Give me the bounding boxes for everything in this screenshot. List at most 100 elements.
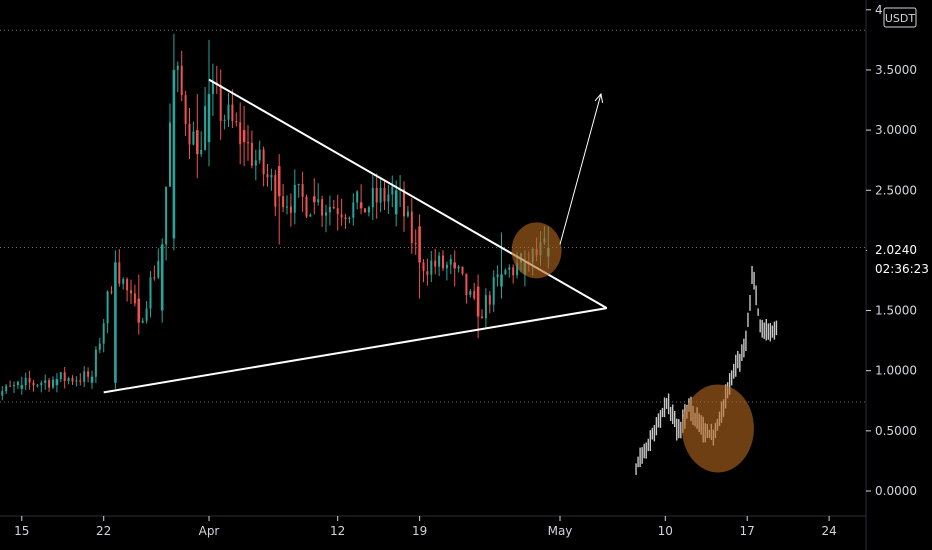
candle-body [55,379,59,386]
candle-body [496,274,499,278]
candle-body [317,199,320,203]
candle-body [169,122,171,187]
candle-body [406,211,409,217]
candle-body [352,202,355,218]
unit-badge[interactable]: USDT [883,7,917,28]
candle-body [328,206,331,213]
target-arrow-shaft [559,93,602,245]
target-arrow-head [594,92,604,103]
candle-body [102,323,105,344]
candle-body [469,291,472,296]
annotations [103,78,754,473]
candle-body [94,349,97,377]
candle-body [141,320,144,323]
candle-body [160,244,164,311]
last-price: 2.0240 [875,243,917,257]
candle-body [266,174,269,178]
candle-body [445,264,448,269]
candle-body [98,343,101,350]
candle-body [344,217,347,219]
x-tick-label: 10 [658,524,673,538]
candle-body [48,380,51,388]
candle-body [461,266,464,274]
x-axis[interactable]: 15 22 Apr 12 19 May 10 17 24 [14,516,837,538]
candle-body [512,267,515,276]
candle-body [200,149,203,155]
candle-body [196,130,199,155]
x-tick-label: 17 [740,524,755,538]
y-tick-label: 1.5000 [875,304,917,318]
candle-body [414,243,417,245]
candle-body [426,271,429,275]
candle-body [153,277,156,279]
candles [1,33,550,401]
candle-body [430,260,433,275]
candle-body [20,385,24,389]
candle-body [137,298,141,323]
candle-body [130,290,132,294]
candle-body [71,378,74,382]
candle-body [180,65,183,96]
candle-body [79,380,82,382]
candle-body [492,277,495,305]
candle-body [75,380,78,382]
candle-body [262,149,265,175]
candle-body [40,382,43,386]
candle-body [449,259,452,265]
candle-body [348,217,351,219]
y-axis[interactable]: 0.00000.50001.00001.50002.00002.50003.00… [866,3,917,498]
candle-body [165,186,168,245]
candle-body [145,308,148,321]
x-tick-label: 22 [96,524,111,538]
candle-body [442,255,444,269]
candle-body [16,381,19,386]
candle-body [473,291,476,299]
candle-body [488,295,491,305]
candle-body [293,184,296,213]
candle-body [133,293,136,304]
y-tick-label: 3.5000 [875,63,917,77]
candle-body [410,211,413,244]
candle-body [32,382,35,386]
candle-body [422,262,425,272]
candle-body [465,273,468,296]
candle-body [172,69,176,239]
candle-body [274,175,277,207]
candle-body [219,84,222,121]
candle-body [375,187,378,203]
candle-body [211,82,214,95]
candle-body [63,372,66,382]
candle-body [394,190,398,215]
candle-body [434,260,437,267]
y-tick-label: 4 [875,3,883,17]
candle-body [297,184,300,186]
candle-body [176,65,179,70]
y-tick-label: 0.5000 [875,424,917,438]
candle-body [118,262,121,284]
candle-body [188,123,191,145]
candle-body [325,212,327,216]
candle-body [87,371,90,377]
candle-body [83,371,86,382]
x-tick-label: Apr [199,524,220,538]
candle-body [247,142,249,144]
candle-body [286,206,288,208]
candle-body [250,142,253,166]
fractal-circle [681,384,754,473]
candle-body [24,377,27,386]
candle-body [301,184,304,197]
candle-body [387,194,390,202]
candle-body [289,206,292,213]
candle-body [457,266,460,269]
candle-body [359,202,363,209]
candle-body [367,207,370,213]
candle-body [90,376,94,383]
dotted-levels [0,29,866,403]
candle-body [336,208,339,215]
candle-body [418,226,421,263]
candle-body [481,316,483,319]
candle-body [484,295,487,319]
y-tick-label: 2.5000 [875,183,917,197]
candle-body [192,131,195,145]
